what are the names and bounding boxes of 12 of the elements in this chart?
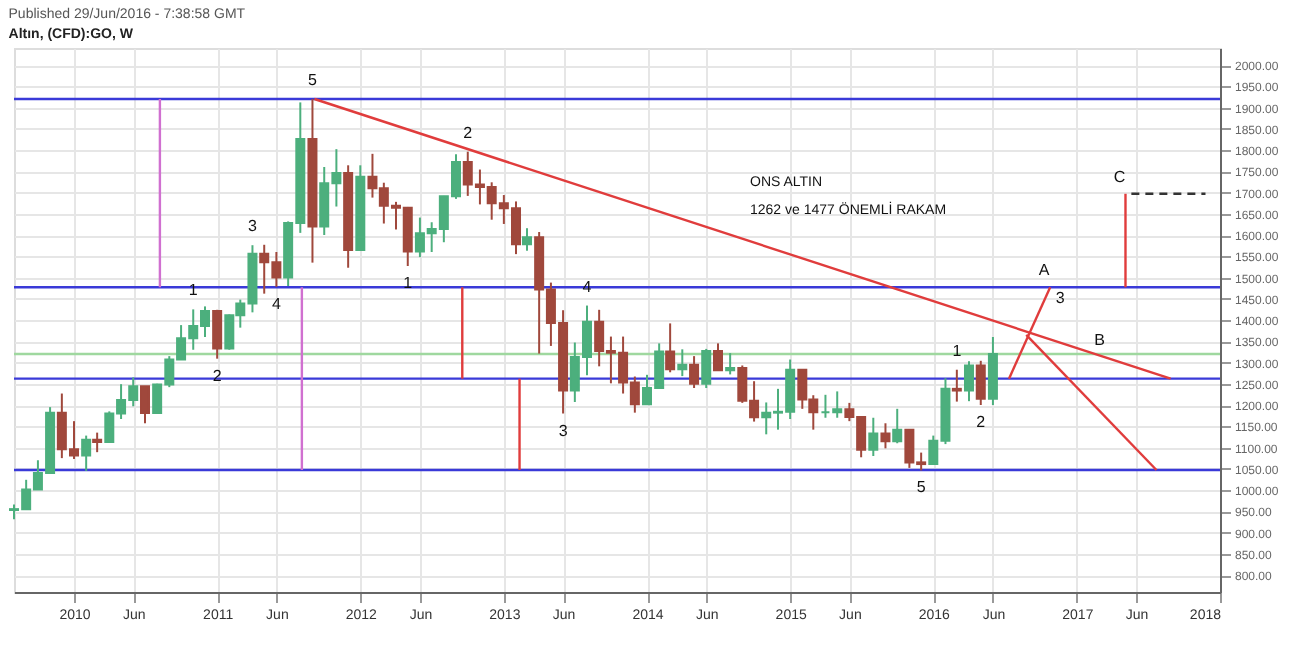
annotation: 3 [248,217,258,236]
annotation: 3 [1055,289,1066,308]
annotation: C [1113,167,1126,186]
annotation: 4 [271,294,282,313]
annotation: A [1038,261,1051,280]
annotation: 3 [558,421,569,440]
annotation: 5 [916,478,927,497]
annotation: 2 [463,123,474,142]
annotation: 2 [976,413,987,431]
annotation: 5 [308,71,319,89]
annotation: 1 [952,341,963,360]
annotation: B [1094,330,1105,349]
